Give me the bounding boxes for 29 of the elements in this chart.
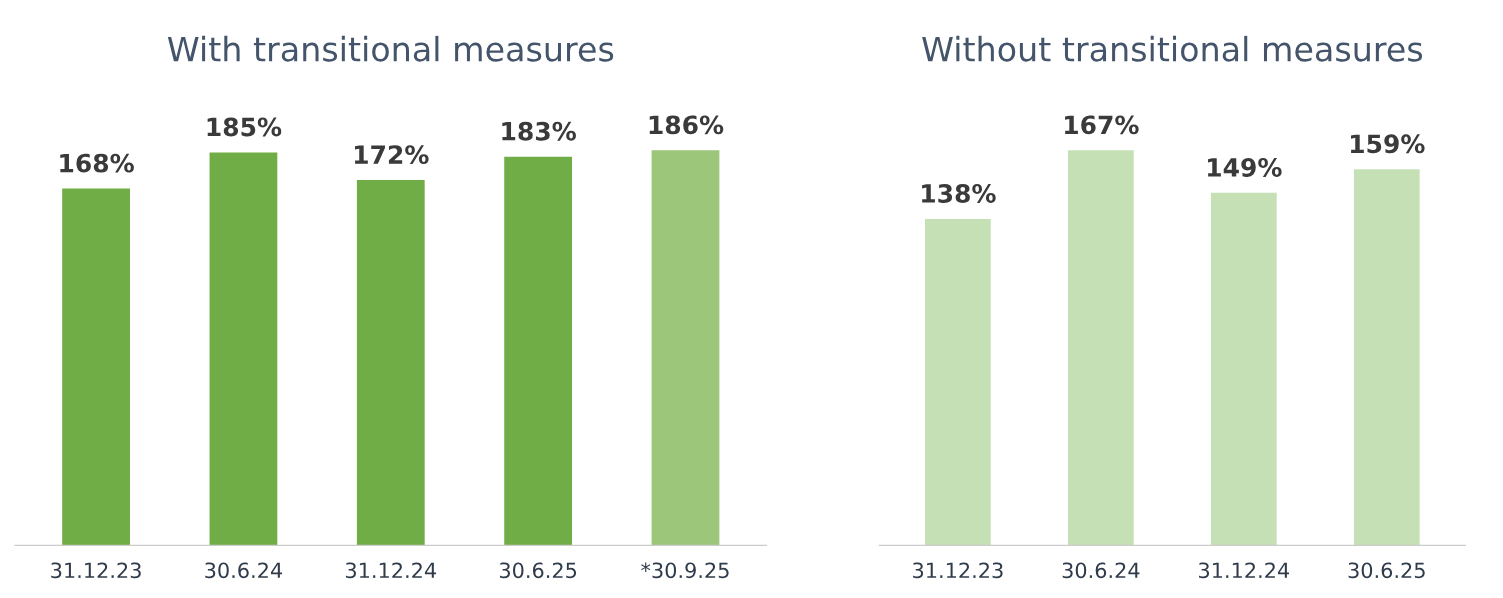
bar (1067, 150, 1134, 546)
data-label: 186% (649, 115, 724, 135)
bar (62, 188, 130, 546)
data-label: 167% (1065, 115, 1139, 135)
x-tick-label: *30.9.25 (641, 562, 729, 579)
bar (209, 152, 278, 546)
x-tick-label: 31.12.23 (51, 562, 141, 579)
bar (504, 156, 573, 546)
data-label: 183% (502, 121, 576, 141)
bar (925, 218, 991, 546)
bar (356, 180, 425, 546)
x-tick-label: 30.6.25 (499, 562, 577, 579)
x-tick-label: 31.12.24 (345, 562, 436, 579)
chart-title: With transitional measures (167, 35, 614, 62)
data-label: 138% (922, 184, 996, 203)
bar (1210, 192, 1277, 546)
data-label: 159% (1351, 134, 1425, 154)
bar (651, 150, 720, 546)
bar (1353, 169, 1420, 546)
data-label: 149% (1208, 157, 1282, 177)
x-tick-label: 30.6.25 (1348, 562, 1425, 579)
data-label: 172% (354, 145, 429, 165)
data-label: 168% (60, 153, 134, 173)
x-tick-label: 30.6.24 (205, 562, 283, 579)
data-label: 185% (207, 117, 282, 137)
x-tick-label: 31.12.24 (1199, 562, 1290, 579)
chart-title: Without transitional measures (922, 35, 1423, 62)
x-tick-label: 30.6.24 (1062, 562, 1140, 579)
x-tick-label: 31.12.23 (913, 562, 1003, 579)
